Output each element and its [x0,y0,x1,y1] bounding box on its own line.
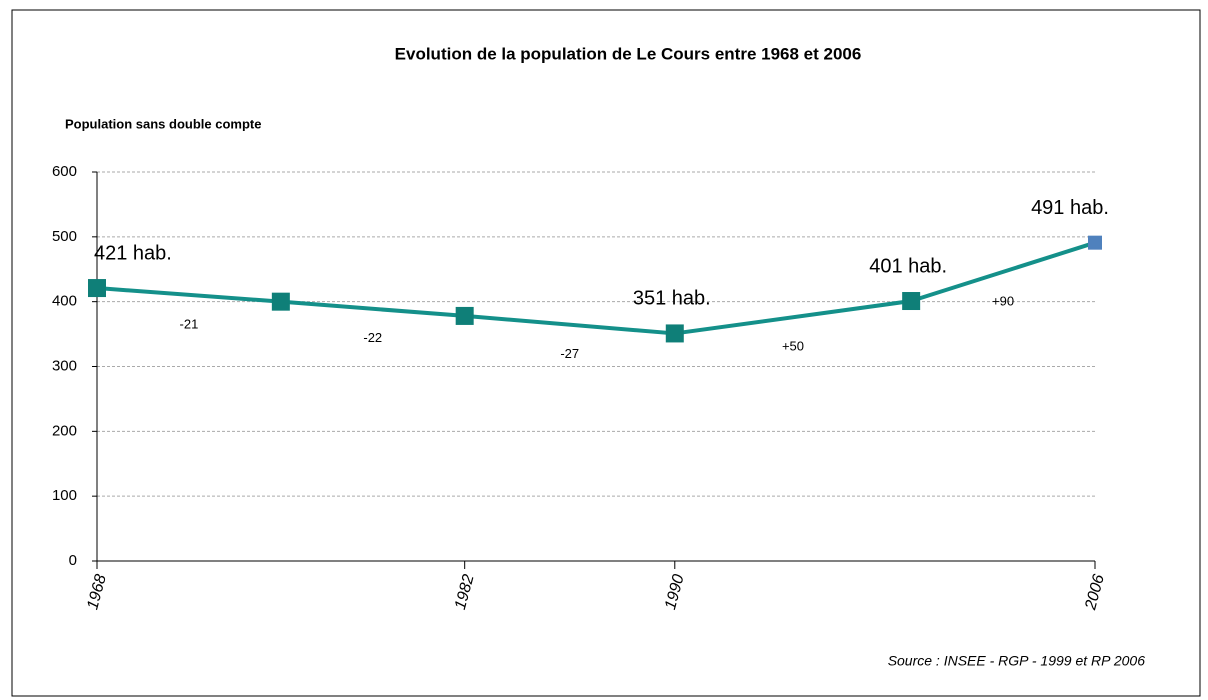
data-label: 491 hab. [1031,197,1109,219]
change-label: -27 [560,346,579,361]
y-tick-label: 100 [52,487,77,504]
y-tick-label: 300 [52,357,77,374]
y-tick-label: 600 [52,163,77,180]
y-tick-label: 400 [52,293,77,310]
data-label: 421 hab. [94,242,172,264]
marker [271,292,290,311]
y-tick-label: 500 [52,228,77,245]
frame [11,9,1201,697]
data-label: 351 hab. [633,288,711,310]
marker [665,324,684,343]
change-label: -22 [363,330,382,345]
y-tick-label: 0 [69,552,77,569]
marker [902,292,921,311]
marker [1088,235,1102,250]
data-label: 401 hab. [869,255,947,277]
change-label: -21 [180,316,199,331]
chart-title: Evolution de la population de Le Cours e… [395,44,862,63]
source: Source : INSEE - RGP - 1999 et RP 2006 [888,653,1146,669]
change-label: +50 [782,339,804,354]
marker [455,306,474,325]
y-axis-label: Population sans double compte [65,116,261,131]
marker [88,279,106,298]
change-label: +90 [992,293,1014,308]
line [96,240,1096,336]
y-tick-label: 200 [52,422,77,439]
